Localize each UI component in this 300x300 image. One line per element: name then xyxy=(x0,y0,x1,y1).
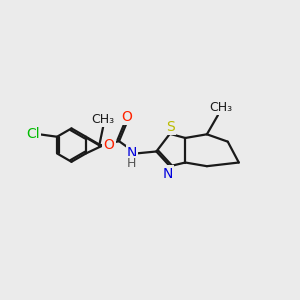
Text: N: N xyxy=(162,167,172,181)
Text: S: S xyxy=(166,120,175,134)
Text: H: H xyxy=(127,157,136,170)
Text: CH₃: CH₃ xyxy=(209,101,232,114)
Text: O: O xyxy=(103,138,114,152)
Text: O: O xyxy=(122,110,132,124)
Text: CH₃: CH₃ xyxy=(92,112,115,126)
Text: N: N xyxy=(127,146,137,160)
Text: Cl: Cl xyxy=(26,127,40,141)
